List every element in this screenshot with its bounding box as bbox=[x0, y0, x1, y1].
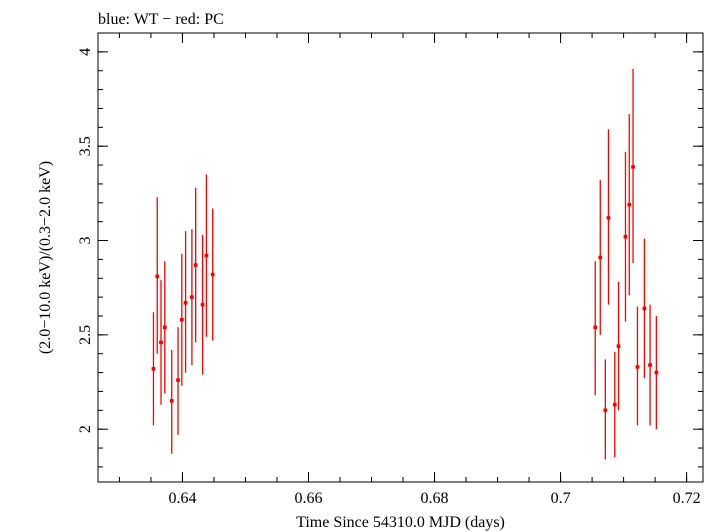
point-marker bbox=[603, 408, 608, 413]
x-tick-label: 0.66 bbox=[294, 490, 322, 507]
data-point bbox=[179, 253, 184, 386]
point-marker bbox=[593, 325, 598, 330]
data-point bbox=[190, 229, 194, 366]
x-tick-label: 0.72 bbox=[673, 490, 701, 507]
point-marker bbox=[623, 234, 628, 239]
x-tick-label: 0.68 bbox=[421, 490, 449, 507]
data-point bbox=[623, 151, 628, 322]
y-tick-label: 3 bbox=[77, 237, 94, 245]
point-marker bbox=[151, 367, 156, 371]
data-point bbox=[598, 180, 603, 335]
data-point bbox=[648, 304, 652, 426]
data-point bbox=[612, 351, 617, 458]
point-marker bbox=[204, 253, 209, 258]
point-marker bbox=[654, 370, 659, 375]
data-point bbox=[204, 174, 209, 337]
data-point bbox=[159, 280, 163, 405]
x-tick-label: 0.7 bbox=[551, 490, 571, 507]
data-point bbox=[616, 282, 621, 411]
data-point bbox=[151, 312, 156, 426]
data-point bbox=[642, 238, 647, 379]
point-marker bbox=[159, 340, 163, 345]
point-marker bbox=[169, 399, 174, 403]
x-axis-label: Time Since 54310.0 MJD (days) bbox=[296, 514, 505, 531]
data-point bbox=[183, 231, 188, 373]
pc-series bbox=[151, 68, 659, 460]
data-point bbox=[635, 306, 640, 426]
point-marker bbox=[176, 378, 180, 382]
data-point bbox=[176, 327, 180, 435]
y-tick-labels: 2 2.5 3 3.5 4 bbox=[77, 48, 94, 433]
chart-title: blue: WT − red: PC bbox=[98, 11, 224, 28]
point-marker bbox=[193, 263, 198, 267]
data-point bbox=[593, 261, 598, 396]
y-tick-label: 4 bbox=[77, 48, 94, 56]
point-marker bbox=[612, 402, 617, 407]
point-marker bbox=[642, 306, 647, 311]
point-marker bbox=[648, 363, 652, 367]
point-marker bbox=[200, 302, 205, 307]
point-marker bbox=[598, 255, 603, 260]
point-marker bbox=[627, 202, 632, 207]
data-point bbox=[603, 359, 608, 460]
x-tick-labels: 0.64 0.66 0.68 0.7 0.72 bbox=[168, 490, 700, 507]
y-tick-label: 2.5 bbox=[77, 325, 94, 345]
data-point bbox=[193, 187, 198, 343]
point-marker bbox=[631, 165, 635, 169]
data-point bbox=[200, 234, 205, 375]
plot-frame bbox=[97, 32, 704, 483]
point-marker bbox=[155, 274, 160, 279]
y-tick-label: 3.5 bbox=[77, 136, 94, 156]
data-point bbox=[210, 208, 215, 341]
point-marker bbox=[635, 365, 640, 369]
data-point bbox=[627, 114, 632, 296]
point-marker bbox=[163, 325, 167, 330]
point-marker bbox=[190, 295, 194, 299]
data-point bbox=[155, 197, 160, 354]
axis-ticks bbox=[98, 32, 703, 482]
data-point bbox=[169, 349, 174, 454]
point-marker bbox=[616, 344, 621, 348]
point-marker bbox=[183, 300, 188, 305]
y-tick-label: 2 bbox=[77, 425, 94, 433]
y-axis-label: (2.0−10.0 keV)/(0.3−2.0 keV) bbox=[37, 161, 54, 354]
point-marker bbox=[606, 216, 611, 220]
x-tick-label: 0.64 bbox=[168, 490, 196, 507]
point-marker bbox=[180, 317, 184, 322]
data-point bbox=[654, 315, 659, 430]
data-point bbox=[162, 261, 167, 394]
data-point bbox=[631, 68, 635, 264]
point-marker bbox=[210, 272, 215, 277]
data-point bbox=[606, 129, 611, 305]
